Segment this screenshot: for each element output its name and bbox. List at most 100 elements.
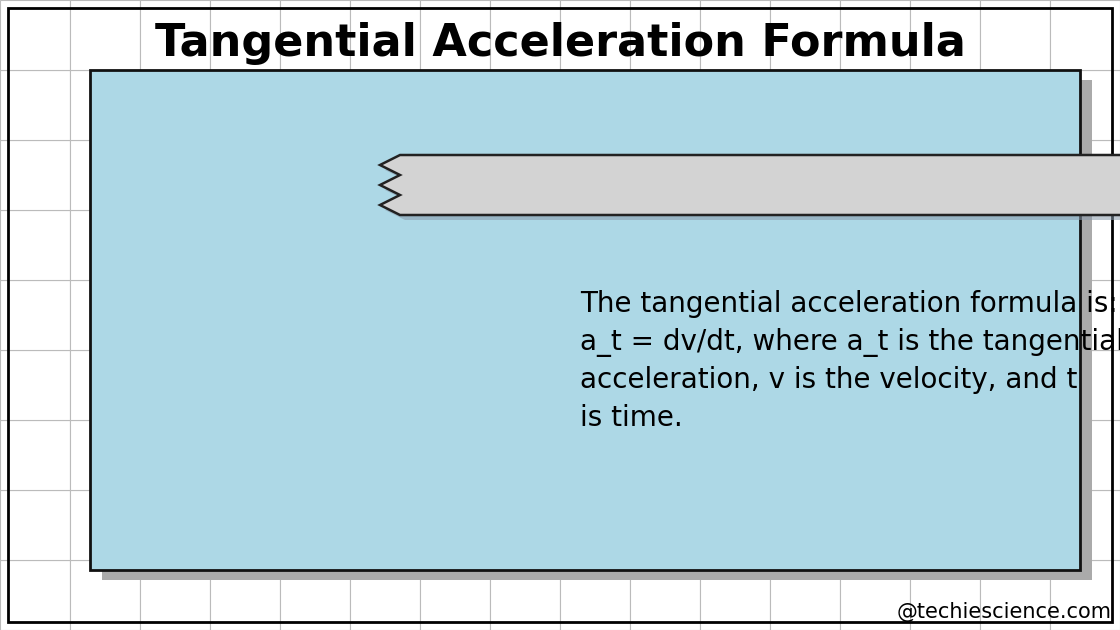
Bar [909,210,980,280]
Bar [69,280,140,350]
Text: is time.: is time. [580,404,683,432]
Bar [840,140,909,210]
Bar [140,560,211,630]
Bar [102,80,1092,580]
Bar [771,490,840,560]
Bar [980,280,1051,350]
Bar [629,70,700,140]
Text: @techiescience.com: @techiescience.com [897,602,1112,622]
Bar [491,70,560,140]
Bar [349,140,420,210]
Bar [211,0,280,70]
Bar [420,70,491,140]
Bar [909,350,980,420]
Bar [909,0,980,70]
Bar [280,280,349,350]
Bar [700,210,771,280]
Bar [629,420,700,490]
Bar [420,280,491,350]
Bar [280,70,349,140]
Bar [420,140,491,210]
Bar [840,350,909,420]
Bar [840,0,909,70]
Bar [491,0,560,70]
Bar [629,560,700,630]
Bar [491,280,560,350]
Bar [629,0,700,70]
Bar [1051,140,1120,210]
Bar [629,490,700,560]
Bar [140,140,211,210]
Bar [840,280,909,350]
Bar [69,420,140,490]
Bar [980,350,1051,420]
Bar [771,350,840,420]
Bar [840,420,909,490]
Bar [980,420,1051,490]
Bar [0,0,69,70]
Bar [69,0,140,70]
Bar [0,70,69,140]
Bar [560,0,629,70]
Bar [700,280,771,350]
Bar [1051,0,1120,70]
Bar [211,210,280,280]
Bar [1051,280,1120,350]
Bar [69,70,140,140]
Bar [771,140,840,210]
Bar [349,70,420,140]
Bar [700,490,771,560]
Bar [0,560,69,630]
Bar [560,280,629,350]
Bar [69,140,140,210]
Bar [491,420,560,490]
Bar [1051,560,1120,630]
Bar [700,70,771,140]
Bar [560,560,629,630]
Bar [909,490,980,560]
Bar [0,140,69,210]
Bar [491,560,560,630]
Bar [211,70,280,140]
Bar [211,490,280,560]
Bar [349,280,420,350]
Bar [700,0,771,70]
Bar [0,490,69,560]
Bar [560,420,629,490]
Bar [211,350,280,420]
Bar [211,420,280,490]
Bar [69,210,140,280]
Bar [349,350,420,420]
Bar [280,350,349,420]
Bar [211,560,280,630]
Bar [980,0,1051,70]
Bar [560,210,629,280]
Bar [560,490,629,560]
Bar [700,420,771,490]
Bar [771,0,840,70]
Bar [909,280,980,350]
Bar [560,140,629,210]
Bar [140,420,211,490]
Bar [280,0,349,70]
Bar [0,350,69,420]
Bar [1051,420,1120,490]
Bar [349,490,420,560]
Polygon shape [380,155,1120,215]
Bar [211,280,280,350]
Bar [69,490,140,560]
Bar [349,0,420,70]
Bar [980,490,1051,560]
Bar [420,490,491,560]
Bar [980,70,1051,140]
Bar [700,560,771,630]
Bar [980,560,1051,630]
Bar [140,70,211,140]
Bar [1051,70,1120,140]
Bar [840,490,909,560]
Bar [211,140,280,210]
Bar [140,0,211,70]
Bar [280,420,349,490]
Bar [1051,210,1120,280]
Bar [909,420,980,490]
